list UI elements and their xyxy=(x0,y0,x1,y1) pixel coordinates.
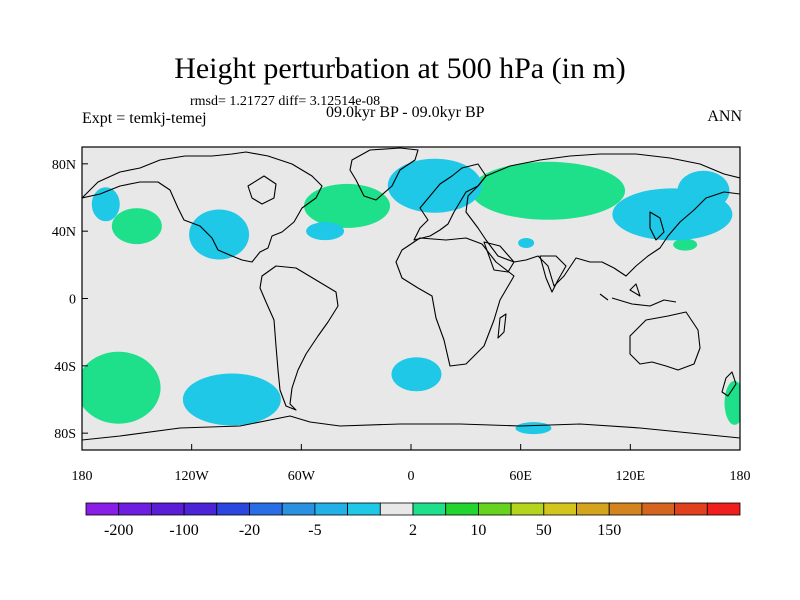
coastline-greenland xyxy=(349,147,419,201)
colorbar-swatch xyxy=(314,502,348,516)
positive-anomaly-region xyxy=(471,161,626,220)
colorbar-label: 50 xyxy=(536,522,552,539)
colorbar-label: -20 xyxy=(239,522,260,539)
negative-anomaly-region xyxy=(306,222,345,241)
colorbar-label: -5 xyxy=(308,522,321,539)
colorbar-swatch xyxy=(445,502,479,516)
coastline-arabia xyxy=(483,241,515,273)
coastline-australia xyxy=(629,311,701,371)
colorbar-swatch xyxy=(543,502,577,516)
y-tick-label: 80S xyxy=(54,427,76,442)
colorbar-swatch xyxy=(281,502,316,516)
colorbar-label: 10 xyxy=(470,522,486,539)
positive-anomaly-region xyxy=(304,183,391,228)
positive-anomaly-region xyxy=(724,380,740,425)
coastline-north-america xyxy=(82,151,323,263)
colorbar-swatch xyxy=(183,502,218,516)
y-tick-label: 40N xyxy=(52,225,76,240)
colorbar-label: 150 xyxy=(597,522,621,539)
y-tick-label: 0 xyxy=(69,293,76,308)
coastline-asia xyxy=(465,153,740,287)
colorbar-swatch xyxy=(412,502,447,516)
colorbar-swatch xyxy=(347,502,381,516)
negative-anomaly-region xyxy=(387,158,482,213)
negative-anomaly-region xyxy=(391,357,442,392)
colorbar-swatch xyxy=(706,502,741,516)
colorbar-swatch xyxy=(216,502,250,516)
plot-title: Height perturbation at 500 hPa (in m) xyxy=(174,52,626,85)
coastline-south-america xyxy=(259,265,339,411)
positive-anomaly-region xyxy=(111,208,162,245)
positive-anomaly-region xyxy=(82,351,161,424)
x-tick-label: 120E xyxy=(616,469,646,484)
colorbar-swatch xyxy=(510,502,545,516)
period-label: 09.0kyr BP - 09.0kyr BP xyxy=(326,104,485,121)
colorbar-label: 2 xyxy=(409,522,417,539)
negative-anomaly-region xyxy=(182,373,281,426)
colorbar-swatch xyxy=(85,502,120,516)
colorbar-swatch xyxy=(608,502,643,516)
positive-anomaly-region xyxy=(673,238,698,251)
colorbar-swatch xyxy=(674,502,708,516)
coastline-india xyxy=(539,255,567,293)
colorbar-label: -100 xyxy=(169,522,198,539)
coastline-japan xyxy=(649,211,665,241)
coastline-africa xyxy=(395,237,515,367)
coastline-europe xyxy=(413,163,487,241)
coastline-antarctica xyxy=(82,415,740,441)
coastline-indonesia xyxy=(599,283,677,307)
x-tick-label: 60E xyxy=(509,469,532,484)
colorbar-swatch xyxy=(249,502,283,516)
y-tick-label: 40S xyxy=(54,360,76,375)
negative-anomaly-region xyxy=(518,237,535,248)
season-label: ANN xyxy=(707,108,742,125)
colorbar-label: -200 xyxy=(104,522,133,539)
colorbar-swatch xyxy=(150,502,185,516)
negative-anomaly-region xyxy=(515,422,552,435)
x-tick-label: 120W xyxy=(175,469,210,484)
x-tick-label: 180 xyxy=(730,469,751,484)
colorbar-swatch xyxy=(576,502,610,516)
negative-anomaly-region xyxy=(189,209,250,260)
x-tick-label: 180 xyxy=(72,469,93,484)
coastline-new-zealand xyxy=(721,371,737,397)
statistics-text: rmsd= 1.21727 diff= 3.12514e-08 xyxy=(190,94,381,109)
x-tick-label: 0 xyxy=(408,469,415,484)
colorbar-swatch xyxy=(641,502,676,516)
y-tick-label: 80N xyxy=(52,158,76,173)
experiment-label: Expt = temkj-temej xyxy=(82,110,207,127)
colorbar-swatch xyxy=(477,502,512,516)
negative-anomaly-region xyxy=(91,187,120,222)
coastline-madagascar xyxy=(497,313,507,339)
negative-anomaly-region xyxy=(677,170,730,211)
coastline-hudson-bay xyxy=(247,175,277,205)
x-tick-label: 60W xyxy=(288,469,316,484)
colorbar-swatch xyxy=(379,502,414,516)
colorbar-swatch xyxy=(118,502,152,516)
